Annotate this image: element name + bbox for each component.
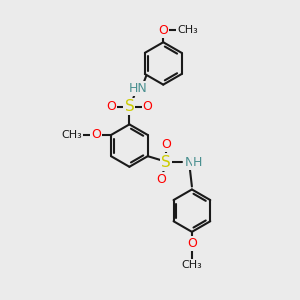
Text: S: S <box>124 99 134 114</box>
Text: S: S <box>161 154 171 169</box>
Text: CH₃: CH₃ <box>177 26 198 35</box>
Text: HN: HN <box>129 82 148 95</box>
Text: O: O <box>161 138 171 151</box>
Text: O: O <box>91 128 101 142</box>
Text: H: H <box>193 156 202 169</box>
Text: N: N <box>184 156 194 169</box>
Text: CH₃: CH₃ <box>61 130 82 140</box>
Text: O: O <box>187 237 197 250</box>
Text: O: O <box>157 173 166 186</box>
Text: O: O <box>158 24 168 37</box>
Text: O: O <box>143 100 153 113</box>
Text: CH₃: CH₃ <box>182 260 202 270</box>
Text: O: O <box>106 100 116 113</box>
